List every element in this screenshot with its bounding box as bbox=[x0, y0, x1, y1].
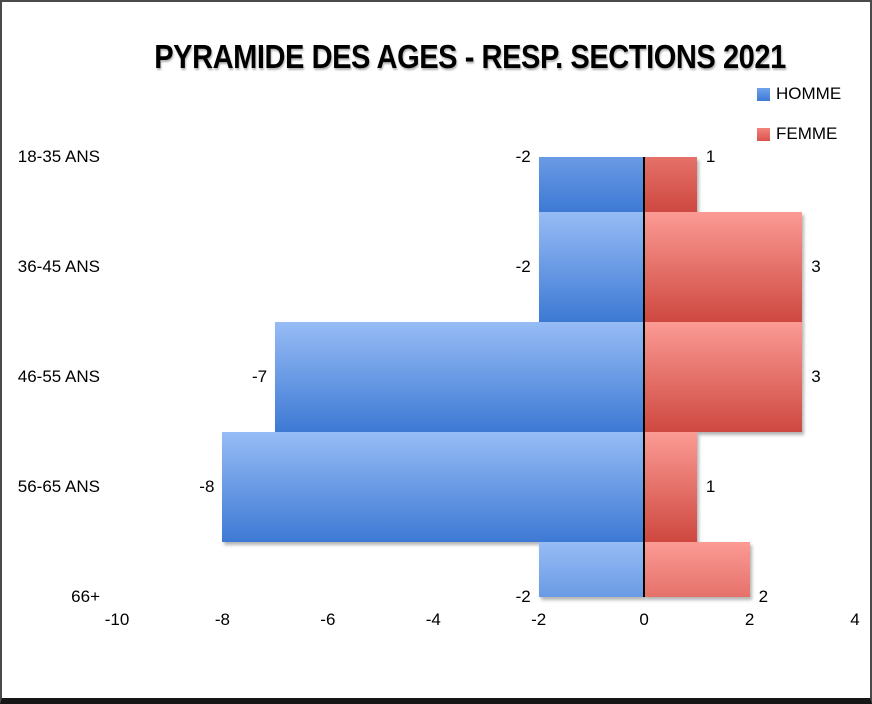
x-tick-label-0: 0 bbox=[639, 610, 649, 629]
bar-femme-18-35-ans bbox=[644, 157, 697, 212]
bar-femme-56-65-ans bbox=[644, 432, 697, 542]
legend-label-homme: HOMME bbox=[776, 84, 842, 103]
data-label-homme-36-45-ans: -2 bbox=[515, 257, 531, 276]
x-tick-label-4: 4 bbox=[850, 610, 860, 629]
femme-swatch-icon bbox=[757, 127, 770, 141]
category-label-36-45-ans: 36-45 ANS bbox=[17, 257, 100, 276]
homme-swatch-icon bbox=[757, 87, 770, 101]
data-label-homme-18-35-ans: -2 bbox=[515, 147, 531, 166]
legend-item-homme: HOMME bbox=[757, 84, 841, 104]
category-label-18-35-ans: 18-35 ANS bbox=[17, 147, 100, 166]
x-tick-label-2: 2 bbox=[744, 610, 755, 629]
chart-title: PYRAMIDE DES AGES - RESP. SECTIONS 2021 bbox=[154, 38, 786, 75]
data-label-homme-46-55-ans: -7 bbox=[252, 367, 268, 386]
bar-femme-46-55-ans bbox=[644, 322, 803, 432]
bar-homme-18-35-ans bbox=[538, 157, 645, 212]
bar-homme-66 bbox=[538, 542, 645, 597]
legend-item-femme: FEMME bbox=[757, 124, 841, 144]
data-label-femme-18-35-ans: 1 bbox=[705, 147, 716, 166]
x-tick-label-neg2: -2 bbox=[531, 610, 547, 629]
legend-label-femme: FEMME bbox=[776, 124, 838, 143]
data-label-femme-36-45-ans: 3 bbox=[811, 257, 821, 276]
x-tick-label-neg6: -6 bbox=[320, 610, 336, 629]
data-label-homme-66: -2 bbox=[515, 587, 531, 606]
category-label-66: 66+ bbox=[71, 587, 100, 606]
x-tick-label-neg10: -10 bbox=[104, 610, 130, 629]
bar-homme-46-55-ans bbox=[275, 322, 645, 432]
data-label-femme-56-65-ans: 1 bbox=[705, 477, 716, 496]
x-tick-label-neg8: -8 bbox=[214, 610, 230, 629]
data-label-homme-56-65-ans: -8 bbox=[199, 477, 215, 496]
zero-axis-line bbox=[643, 157, 646, 597]
category-label-56-65-ans: 56-65 ANS bbox=[17, 477, 100, 496]
bar-homme-56-65-ans bbox=[222, 432, 645, 542]
data-label-femme-46-55-ans: 3 bbox=[811, 367, 821, 386]
data-label-femme-66: 2 bbox=[758, 587, 769, 606]
legend: HOMME FEMME bbox=[757, 84, 841, 164]
bar-homme-36-45-ans bbox=[538, 212, 645, 322]
x-tick-label-neg4: -4 bbox=[425, 610, 441, 629]
category-label-46-55-ans: 46-55 ANS bbox=[17, 367, 100, 386]
bar-femme-36-45-ans bbox=[644, 212, 803, 322]
bar-femme-66 bbox=[644, 542, 750, 597]
